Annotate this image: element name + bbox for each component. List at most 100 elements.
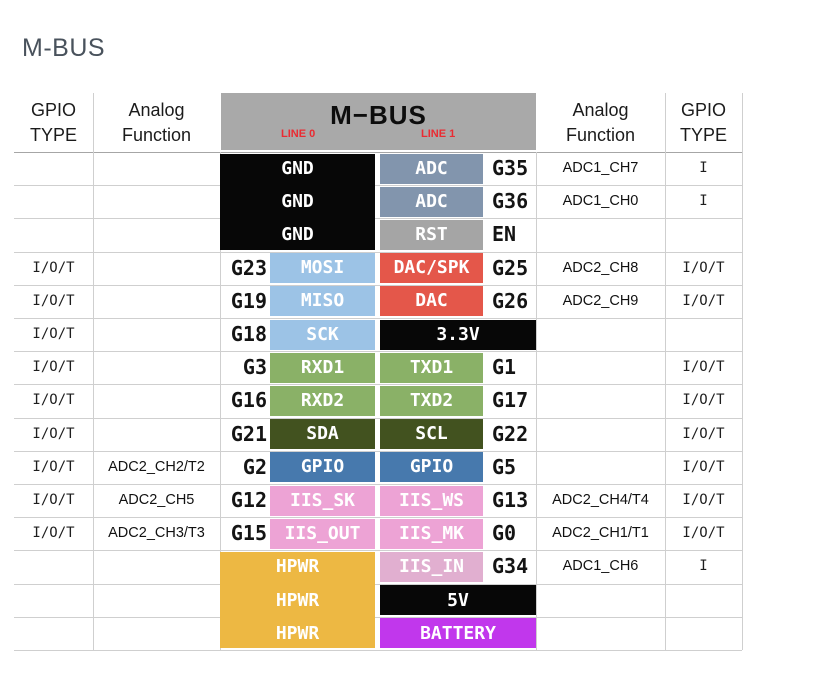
pin-number: G34 (492, 554, 529, 579)
row-line (14, 218, 742, 220)
row-line (14, 583, 742, 585)
gpio-type-cell: I/O/T (682, 259, 725, 276)
pin-label: IIS_OUT (270, 518, 375, 549)
col-line (742, 93, 743, 650)
analog-function-cell: ADC2_CH9 (562, 292, 639, 309)
pin-label: MOSI (270, 253, 375, 284)
pin-label: RST (380, 220, 483, 250)
pin-number: G23 (230, 255, 267, 280)
analog-function-cell: ADC2_CH5 (118, 492, 195, 508)
row-line (14, 318, 742, 319)
pin-number: G5 (492, 454, 517, 479)
analog-function-cell: ADC2_CH4/T4 (552, 492, 649, 508)
pin-label: SCK (270, 319, 375, 350)
pin-label: ADC (380, 153, 483, 184)
col-header-line: GPIO (30, 100, 76, 120)
analog-function-cell: ADC2_CH2/T2 (108, 458, 205, 475)
gpio-type-cell: I (699, 558, 708, 575)
pin-number: EN (492, 222, 517, 247)
col-header-line: TYPE (679, 125, 727, 145)
pin-number: G3 (242, 355, 267, 380)
row-line (14, 517, 742, 519)
v5-block (380, 585, 536, 616)
pin-label: RXD1 (270, 352, 375, 383)
gpio-type-cell: I/O/T (682, 492, 725, 508)
row-line (14, 152, 742, 153)
pinout-table: M−BUS LINE 0 LINE 1 GPIO TYPE Analog Fun… (14, 93, 743, 651)
pin-label: GPIO (380, 452, 483, 483)
gpio-type-cell: I (699, 193, 708, 210)
gpio-type-cell: I (699, 160, 708, 176)
pin-label: IIS_IN (380, 552, 483, 582)
row-line (14, 251, 742, 253)
pin-label: GND (281, 158, 314, 179)
pin-number: G16 (230, 388, 267, 413)
gpio-type-cell: I/O/T (32, 326, 75, 342)
merged-blocks (14, 93, 742, 650)
gpio-type-cell: I/O/T (32, 425, 75, 442)
line1-label: LINE 1 (421, 128, 456, 140)
analog-function-cell: ADC1_CH0 (562, 193, 639, 210)
row-line (14, 417, 742, 419)
col-header-line: Function (121, 125, 192, 145)
pin-number: G15 (230, 521, 267, 546)
pin-number: G17 (492, 388, 529, 413)
pin-label: SDA (270, 419, 375, 450)
col-header-line: Analog (128, 100, 185, 120)
pin-label: HPWR (275, 589, 320, 611)
col-header-line: Analog (572, 100, 629, 120)
pin-label: BATTERY (420, 622, 496, 644)
col-header-line: GPIO (680, 100, 726, 120)
col-header-gpio-type-right: GPIO TYPE (665, 98, 742, 148)
gpio-type-cell: I/O/T (32, 259, 75, 276)
pin-number: G2 (242, 454, 267, 479)
gpio-type-cell: I/O/T (682, 525, 725, 542)
pin-number: G19 (230, 288, 267, 313)
col-header-line: Function (565, 125, 636, 145)
grid-lines (14, 93, 743, 651)
pin-label: GPIO (270, 452, 375, 483)
hpwr-block (220, 552, 375, 649)
gpio-type-cell: I/O/T (32, 292, 75, 309)
pin-label: 3.3V (436, 324, 480, 345)
gpio-type-cell: I/O/T (682, 425, 725, 442)
pin-label: DAC/SPK (380, 253, 483, 284)
gpio-type-cell: I/O/T (682, 458, 725, 475)
pin-number: G35 (492, 156, 529, 180)
row-line (14, 284, 742, 286)
analog-function-cell: ADC2_CH8 (562, 259, 639, 276)
bus-header-bar: M−BUS LINE 0 LINE 1 (221, 93, 536, 150)
gpio-type-cell: I/O/T (32, 359, 75, 376)
pin-number: G25 (492, 255, 529, 280)
gpio-type-cell: I/O/T (32, 492, 75, 508)
gnd-block (220, 153, 375, 250)
battery-block (380, 618, 536, 649)
row-line (14, 450, 742, 452)
pin-label: ADC (380, 186, 483, 217)
pin-number: G36 (492, 189, 529, 214)
col-line (665, 93, 666, 650)
row-line (14, 351, 742, 353)
pin-label: TXD1 (380, 352, 483, 383)
row-line (14, 484, 742, 485)
pin-label: TXD2 (380, 386, 483, 416)
pin-label: DAC (380, 286, 483, 317)
row-line (14, 384, 742, 386)
pin-number: G18 (230, 322, 267, 346)
pin-number: G26 (492, 288, 529, 313)
pin-label: MISO (270, 286, 375, 317)
pin-label: IIS_WS (380, 485, 483, 516)
pin-label: 5V (447, 589, 469, 611)
pin-number: G0 (492, 521, 517, 546)
analog-function-cell: ADC1_CH7 (562, 160, 639, 176)
col-header-line: TYPE (29, 125, 77, 145)
pin-label: HPWR (275, 556, 320, 578)
gpio-type-cell: I/O/T (682, 292, 725, 309)
pin-number: G22 (492, 421, 529, 446)
pin-number: G1 (492, 355, 517, 380)
gpio-type-cell: I/O/T (32, 392, 75, 409)
row-line (14, 550, 742, 552)
pin-number: G21 (230, 421, 267, 446)
gpio-type-cell: I/O/T (32, 458, 75, 475)
